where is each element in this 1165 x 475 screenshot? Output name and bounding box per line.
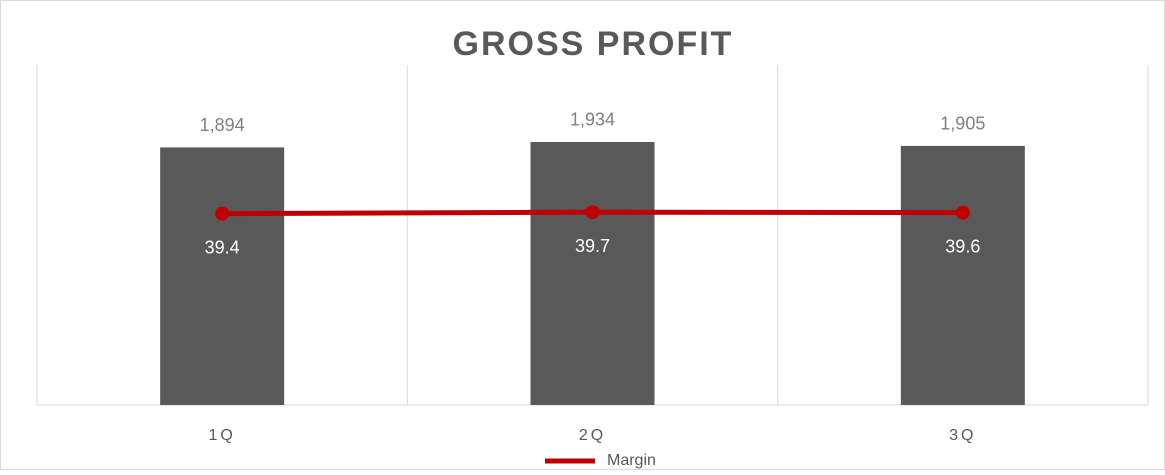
line-marker bbox=[585, 205, 600, 220]
line-marker bbox=[215, 206, 230, 221]
x-tick-label: 3Q bbox=[949, 427, 976, 444]
legend-label: Margin bbox=[607, 452, 656, 469]
bar-value-label: 1,905 bbox=[940, 114, 985, 134]
bar bbox=[530, 141, 655, 405]
bar bbox=[160, 147, 285, 405]
line-value-label: 39.7 bbox=[575, 236, 610, 256]
line-value-label: 39.4 bbox=[205, 237, 240, 257]
line-value-label: 39.6 bbox=[945, 236, 980, 256]
chart-title: GROSS PROFIT bbox=[453, 25, 734, 63]
bar bbox=[900, 145, 1025, 406]
line-marker bbox=[955, 205, 970, 220]
x-tick-label: 2Q bbox=[579, 427, 606, 444]
bar-value-label: 1,894 bbox=[200, 115, 245, 135]
x-tick-label: 1Q bbox=[208, 427, 235, 444]
bar-value-label: 1,934 bbox=[570, 110, 615, 130]
